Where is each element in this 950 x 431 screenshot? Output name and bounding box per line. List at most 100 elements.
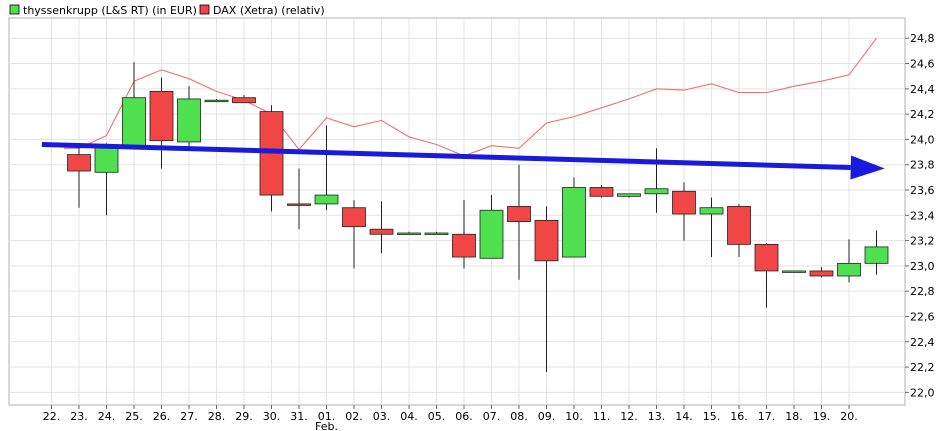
x-tick-label: 24. (98, 410, 116, 423)
x-tick-label: 07. (483, 410, 501, 423)
x-tick-label: 28. (208, 410, 226, 423)
candle (589, 184, 614, 198)
y-tick-label: 22,6 (910, 310, 935, 323)
candle-body (287, 203, 311, 206)
x-tick-label: 01. (318, 410, 336, 423)
x-tick-label: 15. (703, 410, 721, 423)
x-tick-label: 04. (400, 410, 418, 423)
legend-swatch-dax (199, 4, 210, 15)
candle-body (122, 97, 146, 148)
x-tick-label: 27. (180, 410, 198, 423)
x-tick-label: 29. (235, 410, 253, 423)
x-axis: 22. 23. 24. 25. 26. 27. 28. 29. 30. 31. 01.Feb. 02.… (43, 405, 858, 431)
candle-body (314, 194, 339, 205)
y-tick-label: 24,2 (910, 108, 935, 121)
candle-body (809, 270, 834, 277)
candle-body (782, 270, 806, 273)
candle-body (864, 246, 889, 264)
x-tick-label: 10. (565, 410, 583, 423)
x-tick-label: 18. (785, 410, 803, 423)
candle-body (507, 206, 531, 223)
y-tick-label: 23,6 (910, 184, 935, 197)
candle (369, 201, 394, 254)
y-tick-label: 24,6 (910, 58, 935, 71)
candle (617, 193, 641, 198)
x-tick-label: 26. (153, 410, 171, 423)
candle-body (534, 219, 559, 262)
x-tick-label: 23. (70, 410, 88, 423)
candle (782, 270, 806, 273)
candle-body (754, 243, 779, 272)
candle (67, 143, 91, 208)
candle-body (149, 90, 174, 142)
candle (534, 206, 559, 373)
y-tick-label: 23,2 (910, 235, 935, 248)
candle-body (644, 188, 669, 195)
x-tick-label: 14. (675, 410, 693, 423)
candle-body (452, 233, 476, 258)
candle (149, 77, 174, 169)
x-month-label: Feb. (315, 420, 338, 431)
plot-area (8, 17, 906, 406)
candle-body (617, 193, 641, 197)
candle-body (232, 97, 256, 104)
candle-body (699, 207, 724, 215)
candle-body (67, 154, 91, 172)
candle (424, 231, 449, 235)
candle (314, 125, 339, 211)
candle (397, 231, 421, 235)
candle (727, 203, 751, 258)
x-tick-label: 22. (43, 410, 61, 423)
candle (754, 243, 779, 308)
candle (809, 267, 834, 278)
trend-arrow-shaft (41, 141, 851, 171)
candle-body (342, 207, 366, 228)
candle (672, 182, 696, 241)
candle-body (727, 206, 751, 245)
candle (837, 239, 861, 283)
x-tick-label: 08. (510, 410, 528, 423)
legend-label-thyssenkrupp: thyssenkrupp (L&S RT) (in EUR) (23, 4, 197, 17)
x-tick-label: 03. (373, 410, 391, 423)
candle-body (177, 98, 201, 143)
candle (562, 177, 586, 258)
candle-body (397, 232, 421, 235)
x-tick-label: 20. (840, 410, 858, 423)
x-tick-label: 17. (758, 410, 776, 423)
x-tick-label: 13. (648, 410, 666, 423)
x-tick-label: 16. (730, 410, 748, 423)
y-tick-label: 22,0 (910, 386, 935, 399)
x-tick-label: 05. (428, 410, 446, 423)
x-tick-label: 30. (263, 410, 281, 423)
y-tick-label: 22,4 (910, 336, 935, 349)
y-tick-label: 22,2 (910, 361, 935, 374)
candle (507, 164, 531, 280)
x-tick-label: 31. (290, 410, 308, 423)
y-tick-label: 23,0 (910, 260, 935, 273)
candle-body (204, 99, 229, 103)
y-tick-label: 24,0 (910, 133, 935, 146)
y-tick-label: 23,8 (910, 159, 935, 172)
candle (204, 98, 229, 103)
y-tick-label: 23,4 (910, 209, 935, 222)
candle-body (94, 146, 119, 173)
candle-body (589, 187, 614, 197)
legend: thyssenkrupp (L&S RT) (in EUR) DAX (Xetr… (9, 4, 325, 17)
candle (177, 86, 201, 147)
legend-label-dax: DAX (Xetra) (relativ) (213, 4, 325, 17)
y-tick-label: 22,8 (910, 285, 935, 298)
candle (287, 168, 311, 230)
x-tick-label: 02. (345, 410, 363, 423)
candle-body (369, 228, 394, 235)
candle (699, 197, 724, 258)
candle (232, 95, 256, 104)
candle (342, 200, 366, 269)
candle-body (672, 190, 696, 215)
candle (479, 195, 504, 259)
x-tick-label: 09. (538, 410, 556, 423)
candle-body (479, 209, 504, 259)
trend-arrow-head (850, 155, 885, 180)
candle-body (562, 187, 586, 258)
x-tick-label: 12. (620, 410, 638, 423)
